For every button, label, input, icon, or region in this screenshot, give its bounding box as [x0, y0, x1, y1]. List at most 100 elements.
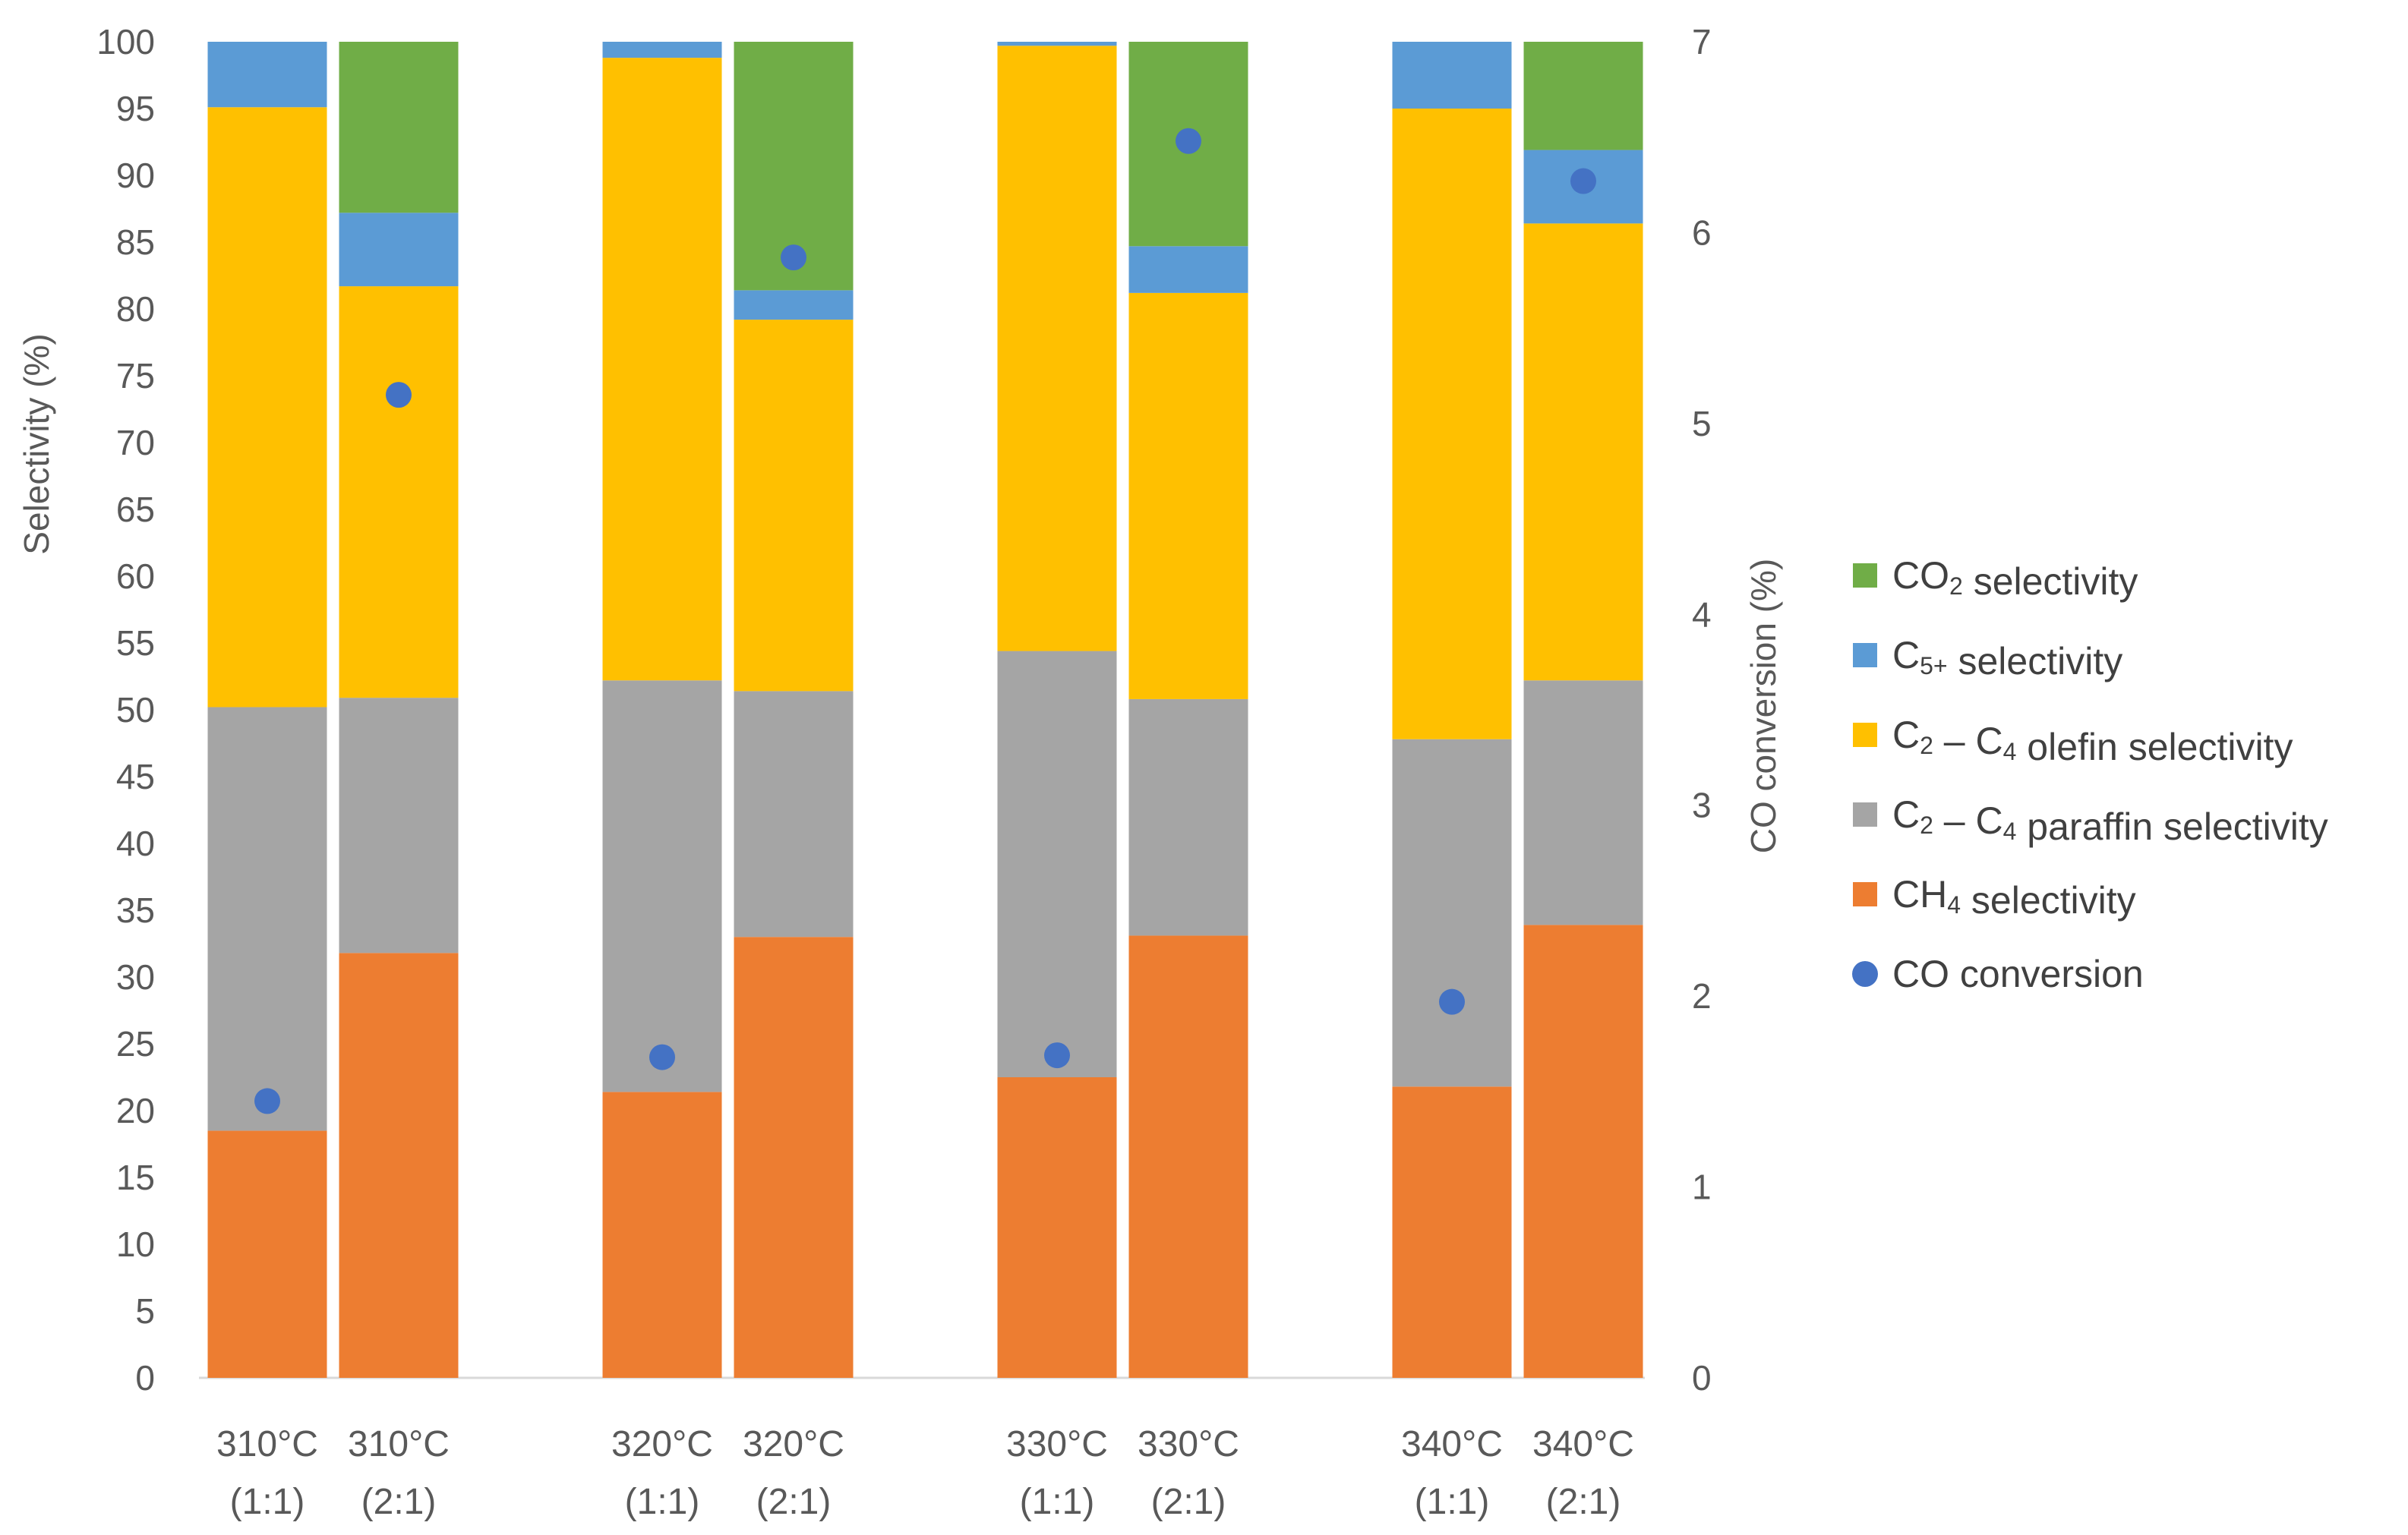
x-tick-label-line1-4: 330°C: [1006, 1424, 1108, 1464]
y-tick-label-5: 25: [116, 1024, 155, 1064]
legend-label-1: C5+ selectivity: [1892, 634, 2122, 682]
y-tick-label-11: 55: [116, 623, 155, 663]
y2-axis-title: CO conversion (%): [1744, 559, 1783, 854]
bar-segment-1-1: [339, 698, 459, 953]
bar-segment-4-1: [339, 42, 459, 213]
y-tick-label-14: 70: [116, 423, 155, 462]
x-tick-label-7: 340°C (2:1): [1532, 1424, 1634, 1522]
y2-tick-label-5: 5: [1692, 404, 1712, 443]
y2-axis-ticks: 0 1 2 3 4 5 6 7: [1692, 22, 1712, 1398]
bar-segment-0-5: [1128, 935, 1248, 1378]
x-tick-label-line2-1: (2:1): [361, 1482, 437, 1522]
y-tick-label-13: 65: [116, 490, 155, 529]
y-tick-label-8: 40: [116, 824, 155, 863]
legend: CO2 selectivity C5+ selectivity C2 – C4 ol…: [1852, 554, 2328, 995]
co-conversion-point-0: [254, 1088, 280, 1114]
bar-segment-0-2: [602, 1092, 722, 1378]
legend-swatch-4: [1853, 882, 1877, 906]
x-tick-label-2: 320°C (1:1): [611, 1424, 713, 1522]
bar-segment-3-1: [339, 213, 459, 287]
bar-segment-2-0: [207, 107, 327, 708]
bars-layer: [207, 42, 1643, 1378]
bar-segment-0-4: [997, 1077, 1117, 1378]
y2-tick-label-1: 1: [1692, 1168, 1712, 1207]
x-tick-label-0: 310°C (1:1): [216, 1424, 318, 1522]
bar-segment-2-3: [734, 320, 854, 692]
co-conversion-point-4: [1044, 1042, 1070, 1069]
y2-tick-label-7: 7: [1692, 22, 1712, 61]
x-tick-label-6: 340°C (1:1): [1401, 1424, 1503, 1522]
x-tick-label-line1-3: 320°C: [743, 1424, 844, 1464]
bar-segment-0-3: [734, 937, 854, 1378]
y-axis-title: Selectivity (%): [17, 333, 56, 554]
legend-item-4: CH4 selectivity: [1853, 873, 2136, 922]
bar-segment-1-3: [734, 691, 854, 938]
x-axis-labels: 310°C (1:1) 310°C (2:1) 320°C (1:1) 320°C (2:1)…: [216, 1424, 1634, 1522]
y-tick-label-6: 30: [116, 957, 155, 997]
y-tick-label-18: 90: [116, 156, 155, 195]
x-tick-label-line1-6: 340°C: [1401, 1424, 1503, 1464]
legend-item-3: C2 – C4 paraffin selectivity: [1853, 793, 2328, 848]
bar-segment-0-7: [1523, 925, 1643, 1378]
x-tick-label-line2-0: (1:1): [230, 1482, 305, 1522]
bar-segment-1-5: [1128, 698, 1248, 936]
y2-tick-label-2: 2: [1692, 976, 1712, 1016]
y-tick-label-16: 80: [116, 289, 155, 329]
y-tick-label-2: 10: [116, 1225, 155, 1264]
legend-swatch-3: [1853, 802, 1877, 827]
x-tick-label-line2-7: (2:1): [1546, 1482, 1621, 1522]
co-conversion-point-3: [781, 244, 806, 271]
x-tick-label-line2-4: (1:1): [1020, 1482, 1095, 1522]
legend-item-5: CO conversion: [1852, 953, 2144, 995]
bar-segment-3-0: [207, 42, 327, 108]
y-tick-label-0: 0: [135, 1358, 155, 1398]
bar-segment-4-7: [1523, 42, 1643, 150]
y-tick-label-10: 50: [116, 690, 155, 730]
points-layer: [254, 128, 1596, 1114]
bar-segment-1-7: [1523, 680, 1643, 925]
bar-segment-1-6: [1392, 739, 1512, 1087]
y2-tick-label-0: 0: [1692, 1358, 1712, 1398]
y-tick-label-12: 60: [116, 556, 155, 596]
legend-label-4: CH4 selectivity: [1892, 873, 2136, 922]
legend-swatch-2: [1853, 723, 1877, 747]
bar-segment-2-6: [1392, 109, 1512, 739]
bar-segment-3-5: [1128, 246, 1248, 293]
x-tick-label-line2-3: (2:1): [756, 1482, 832, 1522]
legend-label-3: C2 – C4 paraffin selectivity: [1892, 793, 2328, 848]
y-tick-label-1: 5: [135, 1291, 155, 1331]
legend-swatch-1: [1853, 643, 1877, 667]
y-tick-label-19: 95: [116, 89, 155, 128]
y-tick-label-7: 35: [116, 890, 155, 930]
legend-marker-5: [1852, 961, 1878, 987]
y-tick-label-15: 75: [116, 356, 155, 396]
co-conversion-point-1: [386, 382, 412, 408]
y2-tick-label-6: 6: [1692, 213, 1712, 252]
bar-segment-1-0: [207, 707, 327, 1131]
x-tick-label-line2-5: (2:1): [1151, 1482, 1226, 1522]
legend-swatch-0: [1853, 563, 1877, 588]
y-tick-label-4: 20: [116, 1091, 155, 1130]
y2-tick-label-3: 3: [1692, 786, 1712, 825]
x-tick-label-line1-2: 320°C: [611, 1424, 713, 1464]
bar-segment-3-2: [602, 42, 722, 58]
bar-segment-2-1: [339, 286, 459, 698]
bar-segment-3-4: [997, 42, 1117, 46]
bar-segment-2-2: [602, 58, 722, 681]
bar-segment-0-1: [339, 953, 459, 1378]
x-tick-label-line1-0: 310°C: [216, 1424, 318, 1464]
x-tick-label-line1-1: 310°C: [348, 1424, 450, 1464]
x-tick-label-5: 330°C (2:1): [1138, 1424, 1239, 1522]
y-tick-label-3: 15: [116, 1158, 155, 1197]
co-conversion-point-7: [1570, 168, 1596, 194]
co-conversion-point-5: [1176, 128, 1201, 154]
legend-item-1: C5+ selectivity: [1853, 634, 2122, 682]
y2-tick-label-4: 4: [1692, 594, 1712, 634]
x-tick-label-line1-7: 340°C: [1532, 1424, 1634, 1464]
x-tick-label-line2-2: (1:1): [625, 1482, 700, 1522]
y-tick-label-17: 85: [116, 222, 155, 262]
legend-label-5: CO conversion: [1892, 953, 2144, 995]
bar-segment-0-0: [207, 1130, 327, 1378]
bar-segment-2-4: [997, 46, 1117, 651]
legend-item-0: CO2 selectivity: [1853, 554, 2138, 603]
